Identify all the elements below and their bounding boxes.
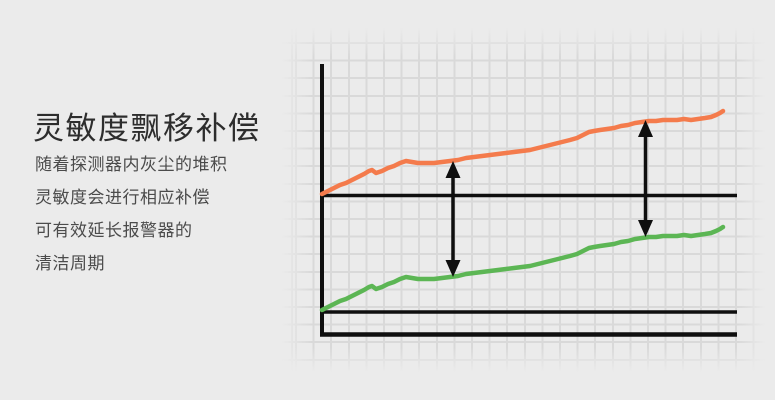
description-line: 随着探测器内灰尘的堆积 (35, 155, 228, 174)
grid-fade-left (278, 25, 312, 375)
grid-fade-bottom (278, 347, 775, 375)
description-line: 灵敏度会进行相应补偿 (35, 188, 210, 207)
description-text: 随着探测器内灰尘的堆积 灵敏度会进行相应补偿 可有效延长报警器的 清洁周期 (35, 156, 228, 288)
grid-fade-right (738, 25, 775, 375)
description-line: 可有效延长报警器的 (35, 221, 193, 240)
description-line: 清洁周期 (35, 254, 105, 273)
page-title: 灵敏度飘移补偿 (33, 111, 261, 146)
grid-fade-top (278, 25, 775, 57)
drift-gap-arrow-right-down-head-icon (638, 220, 653, 237)
baseline-sensitivity-line (319, 224, 726, 313)
compensated-sensitivity-line (319, 108, 726, 197)
chart-grid (278, 25, 775, 375)
drift-gap-arrow-left-up-head-icon (445, 161, 461, 178)
drift-gap-arrow-left-down-head-icon (445, 260, 461, 277)
drift-gap-arrow-right-up-head-icon (638, 120, 653, 137)
